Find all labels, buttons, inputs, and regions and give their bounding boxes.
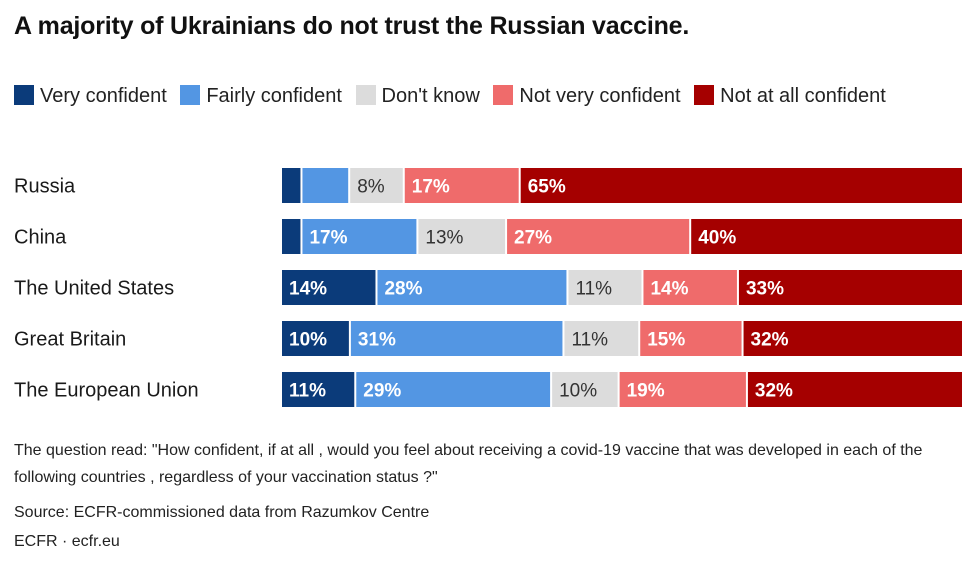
legend-swatch [180, 85, 201, 105]
legend-item: Very confident [14, 85, 167, 107]
bar-segment [282, 372, 355, 407]
chart-plot: Russia 8% 17% 65% China 17% 13% 27% 40% The Unite… [14, 168, 962, 407]
bar-segment [404, 168, 519, 203]
legend: Very confident Fairly confident Don't kn… [14, 78, 914, 115]
data-label: 14% [289, 279, 327, 300]
bar-segment [302, 219, 417, 254]
legend-swatch [355, 85, 376, 105]
bar-segment [640, 321, 742, 356]
data-label: 10% [289, 330, 327, 351]
bar-segment [552, 372, 618, 407]
bar-segment [356, 372, 551, 407]
data-label: 40% [698, 228, 736, 249]
category-label: China [14, 227, 67, 249]
bar-segment [282, 168, 301, 203]
bar-segment [282, 321, 349, 356]
data-label: 33% [746, 279, 784, 300]
category-label: The United States [14, 278, 174, 300]
legend-label: Don't know [381, 85, 480, 107]
category-label: Russia [14, 176, 76, 198]
category-label: The European Union [14, 380, 199, 402]
credit-line: ECFR · ecfr.eu [14, 533, 120, 550]
data-label: 17% [412, 177, 450, 198]
bar-segment [282, 270, 376, 305]
legend-swatch [694, 85, 715, 105]
question-note: The question read: "How confident, if at… [14, 442, 923, 486]
data-label: 17% [309, 228, 347, 249]
bar-segment [747, 372, 962, 407]
data-label: 8% [357, 177, 385, 198]
bar-segment [643, 270, 737, 305]
data-label: 27% [514, 228, 552, 249]
bar-segment [738, 270, 962, 305]
category-label: Great Britain [14, 329, 126, 351]
legend-item: Fairly confident [180, 85, 342, 107]
bar-segment [302, 168, 349, 203]
data-label: 32% [751, 330, 789, 351]
legend-label: Not at all confident [720, 85, 886, 107]
data-label: 14% [650, 279, 688, 300]
legend-item: Not very confident [493, 85, 681, 107]
legend-swatch [14, 85, 34, 105]
bar-segment [377, 270, 567, 305]
bar-segment [418, 219, 506, 254]
data-label: 13% [425, 228, 463, 249]
legend-label: Fairly confident [206, 85, 342, 107]
bar-segment [520, 168, 962, 203]
bar-segment [350, 168, 403, 203]
data-label: 31% [358, 330, 396, 351]
data-label: 11% [571, 330, 608, 351]
data-label: 32% [755, 381, 793, 402]
data-label: 28% [384, 279, 422, 300]
legend-label: Very confident [40, 85, 167, 107]
bar-segment [619, 372, 746, 407]
data-label: 29% [363, 381, 401, 402]
data-label: 65% [528, 177, 566, 198]
data-label: 11% [575, 279, 612, 300]
source-line: Source: ECFR-commissioned data from Razu… [14, 504, 430, 521]
bar-segment [564, 321, 639, 356]
bar-segment [691, 219, 962, 254]
bar-segment [743, 321, 962, 356]
data-label: 15% [647, 330, 685, 351]
legend-label: Not very confident [519, 85, 681, 107]
legend-item: Don't know [355, 85, 480, 107]
bar-segment [568, 270, 642, 305]
data-label: 11% [289, 381, 326, 402]
legend-item: Not at all confident [694, 85, 886, 107]
bar-segment [282, 219, 301, 254]
legend-swatch [493, 85, 514, 105]
bar-segment [507, 219, 690, 254]
bar-segment [350, 321, 563, 356]
chart-title: A majority of Ukrainians do not trust th… [14, 12, 690, 40]
data-label: 10% [559, 381, 597, 402]
data-label: 19% [627, 381, 665, 402]
